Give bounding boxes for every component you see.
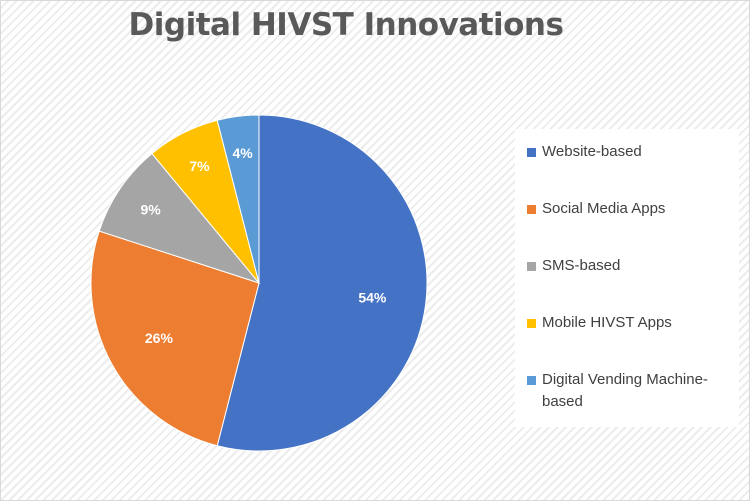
legend-label: SMS-based <box>542 257 621 274</box>
legend: Website-based Social Media Apps SMS-base… <box>515 129 739 427</box>
legend-swatch <box>527 148 536 157</box>
pie-slice-2 <box>98 152 261 285</box>
legend-swatch <box>527 319 536 328</box>
legend-item: SMS-based <box>527 255 731 277</box>
chart-title: Digital HIVST Innovations <box>128 7 564 43</box>
legend-label: Website-based <box>542 143 642 160</box>
pie-slice-0 <box>216 114 428 452</box>
legend-item: Digital Vending Machine-based <box>527 369 731 413</box>
pie-data-label-0: 54% <box>358 289 387 305</box>
legend-item: Mobile HIVST Apps <box>527 312 731 334</box>
legend-item: Social Media Apps <box>527 198 731 220</box>
pie-data-label-2: 9% <box>141 201 162 217</box>
legend-swatch <box>527 262 536 271</box>
legend-swatch <box>527 205 536 214</box>
pie-slice-4 <box>216 114 260 284</box>
legend-label: Mobile HIVST Apps <box>542 314 672 331</box>
legend-label: Digital Vending Machine-based <box>542 371 708 410</box>
legend-item: Website-based <box>527 141 731 163</box>
legend-swatch <box>527 376 536 385</box>
pie-data-label-4: 4% <box>232 145 253 161</box>
pie-slice-1 <box>90 230 260 447</box>
pie-data-label-3: 7% <box>189 158 210 174</box>
pie-data-label-1: 26% <box>145 330 174 346</box>
legend-label: Social Media Apps <box>542 200 666 217</box>
